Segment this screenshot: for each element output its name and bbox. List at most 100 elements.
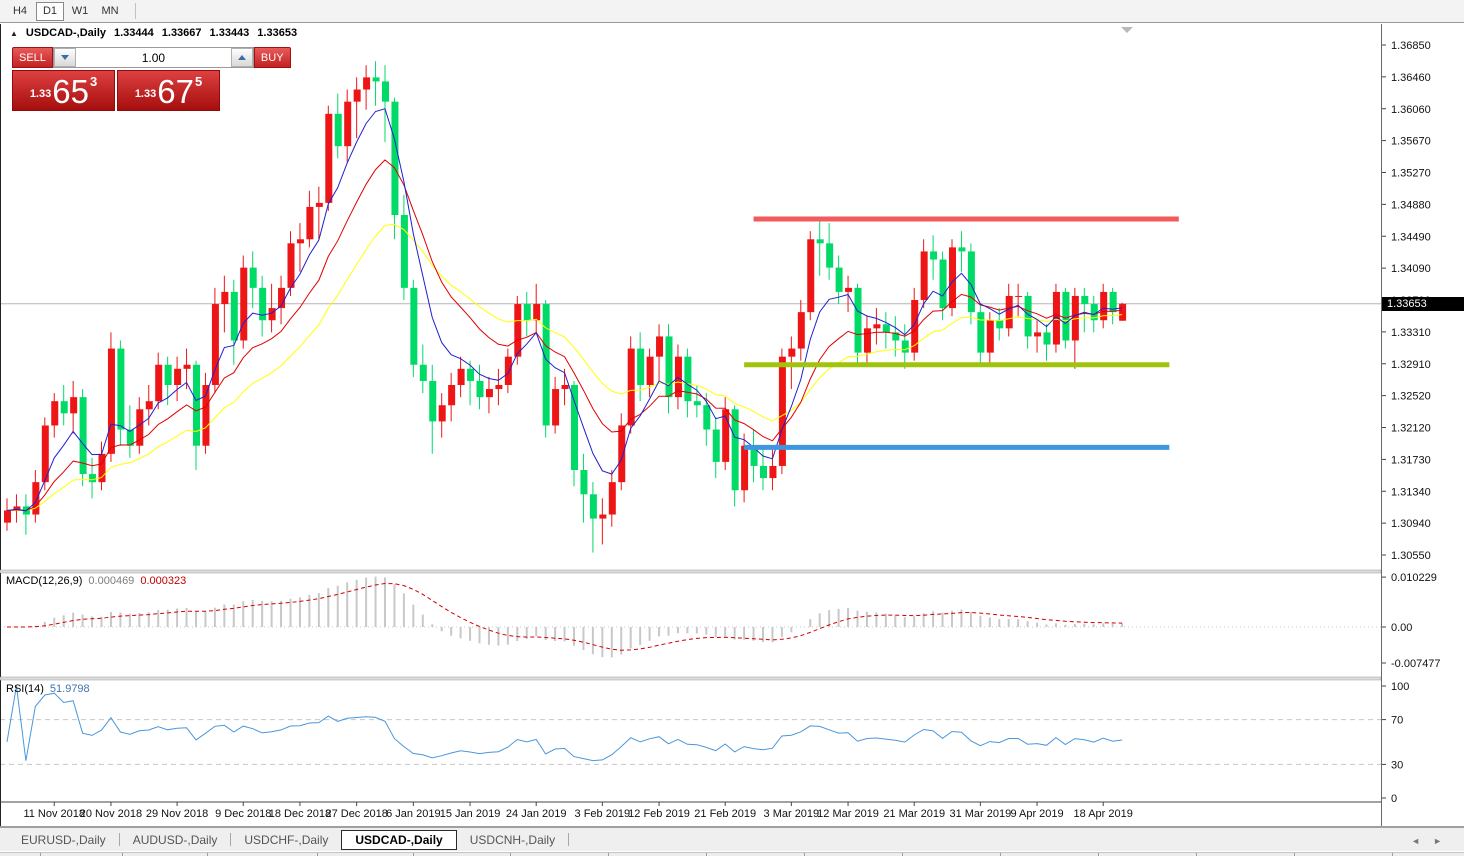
- panel-splitter[interactable]: [0, 569, 1382, 574]
- candle-body: [249, 267, 257, 288]
- timeframe-w1-button[interactable]: W1: [66, 2, 94, 21]
- candle-body: [353, 89, 361, 102]
- date-tick-label[interactable]: 18 Apr 2019: [1074, 808, 1133, 820]
- candle-body: [363, 77, 371, 90]
- macd-tick-label[interactable]: -0.007477: [1391, 658, 1441, 670]
- candle-body: [882, 324, 890, 333]
- candle-body: [741, 445, 749, 491]
- candle-body: [306, 206, 314, 240]
- date-tick-label[interactable]: 11 Nov 2018: [23, 808, 85, 820]
- candle-body: [1024, 295, 1032, 337]
- candle-body: [117, 348, 125, 430]
- price-tick-label[interactable]: 1.31340: [1391, 486, 1431, 498]
- tab-scroll-right-button[interactable]: ►: [1433, 836, 1442, 846]
- sell-price-big-digits: 65: [52, 73, 89, 110]
- candle-body: [977, 312, 985, 353]
- price-tick-label[interactable]: 1.30940: [1391, 518, 1431, 530]
- rsi-tick-label[interactable]: 70: [1391, 715, 1403, 727]
- candle-body: [1100, 291, 1108, 321]
- tab-usdcnh-daily[interactable]: USDCNH-,Daily: [469, 832, 556, 847]
- candle-body: [419, 364, 427, 381]
- date-tick-label[interactable]: 3 Mar 2019: [764, 808, 820, 820]
- candle-body: [637, 348, 645, 385]
- date-tick-label[interactable]: 9 Dec 2018: [215, 808, 271, 820]
- timeframe-mn-button[interactable]: MN: [96, 2, 124, 21]
- date-tick-label[interactable]: 18 Dec 2018: [269, 808, 331, 820]
- tab-eurusd-daily[interactable]: EURUSD-,Daily: [21, 832, 106, 847]
- price-tick-label[interactable]: 1.33310: [1391, 327, 1431, 339]
- chart-shift-marker-icon[interactable]: [1121, 27, 1133, 33]
- candle-body: [287, 243, 295, 288]
- date-tick-label[interactable]: 6 Jan 2019: [386, 808, 440, 820]
- price-tick-label[interactable]: 1.32520: [1391, 391, 1431, 403]
- date-tick-label[interactable]: 29 Nov 2018: [146, 808, 208, 820]
- date-tick-label[interactable]: 15 Jan 2019: [440, 808, 501, 820]
- date-tick-label[interactable]: 9 Apr 2019: [1010, 808, 1063, 820]
- candle-body: [315, 202, 323, 207]
- date-tick-label[interactable]: 24 Jan 2019: [506, 808, 567, 820]
- timeframe-h4-button[interactable]: H4: [6, 2, 34, 21]
- date-tick-label[interactable]: 12 Feb 2019: [628, 808, 690, 820]
- candle-body: [911, 300, 919, 353]
- tab-usdchf-daily[interactable]: USDCHF-,Daily: [244, 832, 329, 847]
- price-tick-label[interactable]: 1.36850: [1391, 40, 1431, 52]
- price-tick-label[interactable]: 1.34880: [1391, 199, 1431, 211]
- candle-body: [485, 389, 493, 398]
- price-tick-label[interactable]: 1.35670: [1391, 136, 1431, 148]
- rsi-name: RSI(14): [6, 683, 44, 695]
- volume-spinner: [52, 47, 254, 68]
- volume-input[interactable]: [75, 48, 231, 67]
- candle-body: [750, 445, 758, 466]
- date-tick-label[interactable]: 12 Mar 2019: [817, 808, 879, 820]
- ohlc-close-value: 1.33653: [257, 27, 298, 39]
- price-tick-label[interactable]: 1.32910: [1391, 359, 1431, 371]
- candle-body: [495, 385, 503, 390]
- date-tick-label[interactable]: 27 Dec 2018: [325, 808, 387, 820]
- candle-body: [986, 320, 994, 353]
- candle-body: [391, 101, 399, 215]
- candle-body: [476, 380, 484, 398]
- tab-scroll-left-button[interactable]: ◄: [1411, 836, 1420, 846]
- price-tick-label[interactable]: 1.30550: [1391, 550, 1431, 562]
- date-tick-label[interactable]: 21 Feb 2019: [694, 808, 756, 820]
- date-tick-label[interactable]: 3 Feb 2019: [575, 808, 631, 820]
- price-tick-label[interactable]: 1.35270: [1391, 168, 1431, 180]
- tab-separator: [118, 833, 120, 846]
- sell-price-button[interactable]: 1.33 65 3: [12, 70, 115, 111]
- macd-label: MACD(12,26,9) 0.000469 0.000323: [6, 575, 186, 587]
- candle-body: [854, 287, 862, 353]
- candle-body: [183, 364, 191, 369]
- main-chart-layer: [0, 61, 1381, 553]
- date-tick-label[interactable]: 31 Mar 2019: [949, 808, 1011, 820]
- collapse-panel-arrow-icon[interactable]: ▲: [10, 28, 18, 38]
- volume-decrease-button[interactable]: [53, 48, 76, 67]
- candle-body: [259, 287, 267, 321]
- price-tick-label[interactable]: 1.31730: [1391, 454, 1431, 466]
- panel-splitter[interactable]: [0, 676, 1382, 681]
- candle-body: [845, 287, 853, 292]
- rsi-tick-label[interactable]: 30: [1391, 759, 1403, 771]
- candle-body: [949, 247, 956, 309]
- buy-price-button[interactable]: 1.33 67 5: [117, 70, 220, 111]
- price-tick-label[interactable]: 1.36460: [1391, 72, 1431, 84]
- rsi-tick-label[interactable]: 0: [1391, 793, 1397, 805]
- volume-increase-button[interactable]: [230, 48, 253, 67]
- timeframe-d1-button[interactable]: D1: [36, 1, 64, 21]
- macd-tick-label[interactable]: 0.00: [1391, 622, 1412, 634]
- rsi-tick-label[interactable]: 100: [1391, 681, 1409, 693]
- buy-button[interactable]: BUY: [253, 47, 291, 68]
- candle-body: [325, 113, 333, 203]
- date-tick-label[interactable]: 21 Mar 2019: [883, 808, 945, 820]
- price-tick-label[interactable]: 1.36060: [1391, 104, 1431, 116]
- date-tick-label[interactable]: 20 Nov 2018: [80, 808, 142, 820]
- price-tick-label[interactable]: 1.32120: [1391, 423, 1431, 435]
- macd-name: MACD(12,26,9): [6, 575, 83, 587]
- tab-usdcad-daily[interactable]: USDCAD-,Daily: [341, 829, 457, 850]
- sell-button[interactable]: SELL: [12, 47, 53, 68]
- tab-audusd-daily[interactable]: AUDUSD-,Daily: [132, 832, 218, 847]
- price-tick-label[interactable]: 1.34490: [1391, 231, 1431, 243]
- price-tick-label[interactable]: 1.34090: [1391, 263, 1431, 275]
- macd-tick-label[interactable]: 0.010229: [1391, 572, 1437, 584]
- candle-body: [665, 336, 673, 398]
